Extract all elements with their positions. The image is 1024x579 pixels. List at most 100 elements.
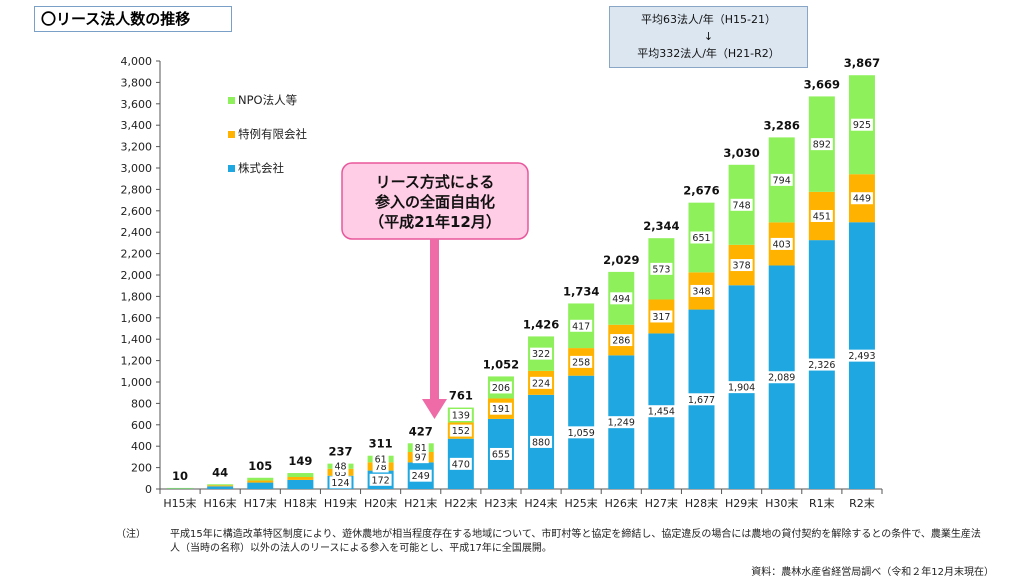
tokurei-label: 378: [733, 261, 751, 272]
total-label: 237: [328, 445, 352, 459]
kabushiki-label: 880: [532, 437, 550, 448]
y-tick-label: 1,000: [121, 376, 153, 389]
footnote-text: 平成15年に構造改革特区制度により、遊休農地が相当程度存在する地域について、市町…: [170, 529, 981, 554]
total-label: 105: [248, 459, 272, 473]
npo-label-bg: [850, 118, 873, 131]
y-tick-label: 3,600: [121, 98, 153, 111]
kabushiki-label: 655: [492, 449, 510, 460]
npo-segment: [167, 487, 194, 489]
kabushiki-label: 2,326: [808, 360, 835, 371]
source-note: 資料：農林水産省経営局調べ（令和２年12月末現在）: [751, 567, 994, 578]
y-tick-label: 2,000: [121, 269, 153, 282]
average-arrow-icon: ↓: [703, 30, 714, 43]
npo-label: 61: [375, 454, 387, 465]
tokurei-label: 286: [612, 336, 630, 347]
tokurei-label-bg: [610, 334, 633, 347]
tokurei-label: 258: [572, 357, 590, 368]
x-tick-label: R1末: [809, 496, 835, 510]
kabushiki-label: 2,493: [848, 351, 875, 362]
kabushiki-label: 1,059: [568, 428, 595, 439]
legend-label: NPO法人等: [238, 93, 297, 107]
y-tick-label: 0: [145, 483, 152, 496]
tokurei-label-bg: [530, 376, 553, 389]
tokurei-label-bg: [489, 402, 512, 415]
y-tick-label: 3,400: [121, 119, 153, 132]
tokurei-label-bg: [690, 284, 713, 297]
npo-label: 925: [853, 120, 871, 131]
kabushiki-segment: [167, 488, 194, 489]
npo-label: 892: [813, 140, 831, 151]
total-label: 2,676: [683, 184, 719, 198]
footnote-mark: （注）: [116, 529, 146, 540]
kabushiki-label-bg: [684, 393, 719, 406]
kabushiki-label-bg: [644, 405, 679, 418]
npo-label-bg: [570, 319, 593, 332]
npo-label-bg: [332, 460, 349, 473]
kabushiki-label: 1,904: [728, 383, 755, 394]
kabushiki-label-bg: [449, 457, 472, 470]
tokurei-label: 317: [652, 312, 670, 323]
x-tick-label: H29末: [725, 496, 758, 510]
x-tick-label: H24末: [524, 496, 557, 510]
npo-label-bg: [412, 441, 429, 454]
npo-label-bg: [372, 452, 389, 465]
tokurei-label-bg: [650, 310, 673, 323]
kabushiki-segment: [287, 479, 314, 489]
npo-label-bg: [690, 231, 713, 244]
tokurei-label: 78: [375, 462, 387, 473]
x-tick-label: H28末: [685, 496, 718, 510]
npo-label-bg: [770, 173, 793, 186]
legend-label: 特例有限会社: [238, 127, 307, 141]
tokurei-label-bg: [850, 192, 873, 205]
total-label: 3,286: [764, 118, 800, 132]
npo-label: 139: [452, 411, 470, 422]
tokurei-label: 403: [773, 239, 791, 250]
kabushiki-label-bg: [724, 381, 759, 394]
tokurei-segment: [247, 480, 274, 483]
kabushiki-label-bg: [564, 426, 599, 439]
total-label: 149: [288, 454, 312, 468]
x-tick-label: H15末: [163, 496, 196, 510]
npo-label: 322: [532, 349, 550, 360]
x-tick-label: H26末: [605, 496, 638, 510]
page-title: 〇リース法人数の推移: [34, 6, 232, 32]
callout-line-2: 参入の全面自由化: [375, 193, 495, 211]
kabushiki-label-bg: [369, 473, 392, 486]
npo-label-bg: [730, 198, 753, 211]
npo-label: 794: [773, 175, 791, 186]
total-label: 2,344: [643, 219, 679, 233]
y-tick-label: 4,000: [121, 55, 153, 68]
tokurei-label: 348: [692, 286, 710, 297]
npo-segment: [207, 484, 234, 486]
average-line-1: 平均63法人/年（H15-21）: [641, 13, 776, 26]
npo-label-bg: [610, 292, 633, 305]
total-label: 3,669: [804, 77, 840, 91]
y-tick-label: 3,800: [121, 76, 153, 89]
kabushiki-label: 124: [331, 478, 349, 489]
npo-label-bg: [530, 347, 553, 360]
y-tick-label: 800: [131, 397, 152, 410]
tokurei-label: 451: [813, 211, 831, 222]
kabushiki-label-bg: [804, 358, 839, 371]
chart-axes: 0 200 400 600 800 1,000 1,200 1,400 1,600 1,800 2,…: [121, 55, 883, 510]
tokurei-label-bg: [412, 451, 429, 464]
legend-label: 株式会社: [238, 161, 284, 175]
tokurei-label-bg: [770, 237, 793, 250]
kabushiki-label-bg: [844, 349, 879, 362]
npo-label: 81: [415, 443, 427, 454]
tokurei-label: 152: [452, 426, 470, 437]
y-tick-label: 600: [131, 419, 152, 432]
x-tick-label: H27末: [645, 496, 678, 510]
kabushiki-segment: [207, 486, 234, 489]
callout-arrow-icon: [422, 399, 447, 419]
kabushiki-label: 172: [372, 475, 390, 486]
y-tick-label: 200: [131, 462, 152, 475]
callout-line-3: （平成21年12月）: [369, 213, 501, 231]
kabushiki-label: 1,677: [688, 395, 715, 406]
x-tick-label: H25末: [565, 496, 598, 510]
npo-label-bg: [810, 138, 833, 151]
x-tick-label: H23末: [484, 496, 517, 510]
x-tick-label: H19末: [324, 496, 357, 510]
npo-label: 417: [572, 321, 590, 332]
